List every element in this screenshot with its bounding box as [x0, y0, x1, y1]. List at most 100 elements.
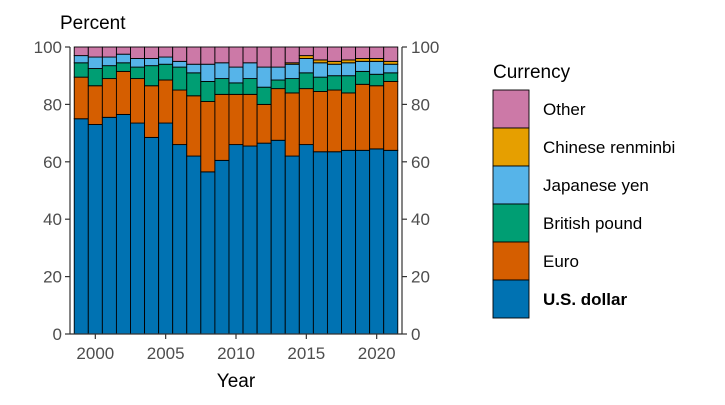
bar-segment-2011-u-s-dollar: [242, 145, 258, 335]
right-tick-label-100: 100: [411, 38, 439, 57]
legend-swatch-other: [492, 89, 530, 129]
left-axis-ticks: 0 20 40 60 80 100: [34, 38, 70, 344]
bar-segment-2008-japanese-yen: [200, 63, 216, 82]
bar-segment-2006-japanese-yen: [172, 60, 188, 68]
bar-segment-2017-euro: [326, 89, 342, 153]
bar-segment-2015-u-s-dollar: [298, 144, 314, 335]
bar-segment-2014-other: [284, 46, 300, 64]
bar-segment-2004-u-s-dollar: [144, 136, 160, 335]
x-tick-label-2015: 2015: [287, 344, 325, 363]
bar-segment-2015-euro: [298, 88, 314, 146]
bar-segment-2003-u-s-dollar: [130, 122, 146, 335]
bar-segment-2006-euro: [172, 89, 188, 146]
bar-segment-2016-japanese-yen: [312, 62, 328, 78]
legend-label-chinese-renminbi: Chinese renminbi: [543, 138, 675, 157]
legend-swatch-euro: [492, 241, 530, 281]
right-tick-label-40: 40: [411, 210, 430, 229]
bar-segment-2020-other: [369, 46, 385, 59]
x-tick-label-2020: 2020: [358, 344, 396, 363]
bar-segment-2000-u-s-dollar: [87, 124, 103, 335]
bar-segment-2008-british-pound: [200, 80, 216, 102]
bar-segment-2007-japanese-yen: [186, 63, 202, 74]
bar-segment-2004-euro: [144, 85, 160, 138]
bar-segment-2015-british-pound: [298, 72, 314, 90]
left-tick-label-60: 60: [43, 153, 62, 172]
bar-segment-2016-british-pound: [312, 76, 328, 92]
bar-segment-2003-euro: [130, 78, 146, 124]
y-axis-title: Percent: [60, 13, 126, 34]
bar-segment-2003-other: [130, 46, 146, 59]
bar-segment-2008-euro: [200, 101, 216, 173]
bar-segment-2013-u-s-dollar: [270, 139, 286, 335]
x-tick-label-2010: 2010: [217, 344, 255, 363]
bar-segment-2010-euro: [228, 93, 244, 146]
left-tick-label-40: 40: [43, 210, 62, 229]
bar-segment-2012-british-pound: [256, 86, 272, 105]
bar-segment-2015-japanese-yen: [298, 58, 314, 74]
bar-segment-2005-other: [158, 46, 174, 58]
x-axis-title: Year: [217, 371, 256, 392]
bar-segment-2020-british-pound: [369, 73, 385, 87]
stacked-bars: [73, 46, 399, 335]
bar-segment-2009-u-s-dollar: [214, 159, 230, 335]
bar-segment-2013-japanese-yen: [270, 66, 286, 81]
bar-segment-2020-euro: [369, 85, 385, 150]
bar-segment-2017-u-s-dollar: [326, 151, 342, 335]
bar-segment-2018-other: [341, 46, 357, 61]
bar-segment-2016-euro: [312, 91, 328, 153]
legend-swatch-chinese-renminbi: [492, 127, 530, 167]
bar-segment-2004-british-pound: [144, 65, 160, 87]
bar-segment-2005-euro: [158, 79, 174, 124]
right-tick-label-0: 0: [411, 325, 420, 344]
bar-segment-2006-u-s-dollar: [172, 144, 188, 335]
bar-segment-2016-other: [312, 46, 328, 61]
bar-segment-2018-japanese-yen: [341, 62, 357, 77]
bar-segment-2019-u-s-dollar: [355, 149, 371, 335]
bar-segment-2018-british-pound: [341, 75, 357, 94]
bar-segment-2002-other: [115, 46, 131, 55]
bar-segment-2008-u-s-dollar: [200, 171, 216, 335]
bar-segment-2007-british-pound: [186, 72, 202, 97]
bar-segment-2009-japanese-yen: [214, 62, 230, 80]
bar-segment-2006-other: [172, 46, 188, 62]
bar-segment-1999-euro: [73, 76, 89, 120]
bar-segment-2018-euro: [341, 92, 357, 151]
bar-segment-2020-u-s-dollar: [369, 148, 385, 335]
bar-segment-2012-u-s-dollar: [256, 142, 272, 335]
bar-segment-2014-japanese-yen: [284, 63, 300, 80]
bar-segment-2014-british-pound: [284, 78, 300, 94]
bar-segment-2021-u-s-dollar: [383, 149, 399, 335]
bar-segment-2002-euro: [115, 70, 131, 115]
right-tick-label-80: 80: [411, 95, 430, 114]
legend-title: Currency: [493, 62, 571, 83]
bar-segment-2010-other: [228, 46, 244, 68]
bar-segment-2000-japanese-yen: [87, 56, 103, 69]
bar-segment-2007-other: [186, 46, 202, 65]
bar-segment-2001-euro: [101, 78, 117, 118]
bar-segment-2019-japanese-yen: [355, 60, 371, 72]
bar-segment-2015-other: [298, 46, 314, 57]
bar-segment-1999-u-s-dollar: [73, 118, 89, 335]
bar-segment-2007-u-s-dollar: [186, 155, 202, 335]
bar-segment-2008-other: [200, 46, 216, 65]
bar-segment-2011-japanese-yen: [242, 62, 258, 80]
bar-segment-2010-u-s-dollar: [228, 144, 244, 335]
bar-segment-2019-british-pound: [355, 70, 371, 85]
bar-segment-2004-other: [144, 46, 160, 59]
bar-segment-2013-other: [270, 46, 286, 68]
left-tick-label-20: 20: [43, 268, 62, 287]
legend-swatch-u-s-dollar: [492, 279, 530, 319]
bar-segment-2000-other: [87, 46, 103, 58]
x-tick-label-2000: 2000: [76, 344, 114, 363]
bar-segment-2013-euro: [270, 88, 286, 141]
bar-segment-2009-other: [214, 46, 230, 64]
bar-segment-2012-euro: [256, 103, 272, 144]
legend-label-euro: Euro: [543, 252, 579, 271]
bar-segment-2002-british-pound: [115, 62, 131, 72]
bar-segment-2014-euro: [284, 92, 300, 157]
bar-segment-2002-japanese-yen: [115, 53, 131, 64]
bar-segment-2012-other: [256, 46, 272, 68]
bar-segment-1999-other: [73, 46, 89, 57]
bar-segment-2005-japanese-yen: [158, 56, 174, 65]
left-tick-label-0: 0: [53, 325, 62, 344]
